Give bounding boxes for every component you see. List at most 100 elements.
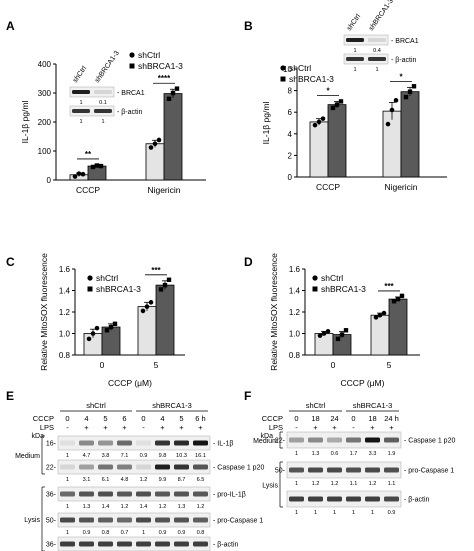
lps-value: + [84, 423, 89, 432]
blot-band [60, 440, 75, 446]
blot-row-label: - β-actin [404, 497, 430, 504]
blot-band [79, 491, 94, 497]
panel-label: E [6, 389, 14, 403]
section-label: Lysis [24, 517, 40, 524]
band-quant-value: 16.1 [195, 453, 206, 459]
cccp-value: 6 h [195, 414, 205, 423]
data-point [407, 89, 413, 94]
panel-B: B 0 2 4 6 8 10 IL-1β pg/ml CCCP * Nigericin * shCtrl… [244, 0, 447, 192]
y-tick-label: 0 [47, 176, 52, 185]
data-point [72, 174, 78, 179]
blot-band [346, 437, 361, 443]
blot-band [174, 440, 189, 446]
blot-band [155, 517, 170, 523]
blot-band [174, 541, 189, 547]
data-point [158, 287, 164, 292]
band-quant-value: 1.2 [140, 477, 148, 483]
blot-band [308, 496, 323, 502]
blot-strip [57, 486, 211, 502]
inset-blot-strip [69, 105, 115, 117]
blot-row-label: - pro-Caspase 1 [213, 518, 263, 525]
lps-value: - [295, 423, 298, 432]
band-quant-value: 1.3 [312, 451, 320, 457]
band-quant-value: 1 [352, 510, 355, 516]
y-tick-label: 4 [288, 130, 293, 139]
blot-band [79, 517, 94, 523]
group-header: shBRCA1-3 [353, 401, 393, 410]
inset-band [72, 90, 90, 94]
blot-band [174, 517, 189, 523]
inset-band-value: 0.4 [373, 48, 381, 54]
bar-shbrca1 [155, 284, 175, 356]
blot-band [327, 467, 342, 473]
band-quant-value: 4.7 [83, 453, 91, 459]
blot-band [384, 437, 399, 443]
legend-marker-square [87, 286, 93, 292]
data-point [325, 329, 331, 334]
data-point [94, 163, 100, 168]
kda-marker: 36- [46, 492, 57, 499]
band-quant-value: 1.9 [388, 451, 396, 457]
inset-band [346, 38, 364, 42]
lps-value: - [142, 423, 145, 432]
band-quant-value: 1.2 [121, 504, 129, 510]
x-tick-label: 0 [331, 360, 336, 370]
band-quant-value: 1.2 [369, 481, 377, 487]
bar-shbrca1 [87, 165, 107, 181]
inset-band [368, 57, 386, 61]
blot-band [155, 440, 170, 446]
data-point [393, 98, 399, 103]
y-tick-label: 400 [38, 60, 52, 69]
data-point [174, 86, 180, 91]
band-quant-value: 0.9 [388, 510, 396, 516]
group-header: shBRCA1-3 [152, 401, 192, 410]
bar-shctrl [137, 306, 157, 356]
band-quant-value: 7.1 [121, 453, 129, 459]
data-point [76, 171, 82, 176]
y-tick-label: 1.4 [289, 287, 301, 296]
data-point [395, 296, 401, 302]
data-point [312, 122, 318, 128]
y-tick-label: 200 [38, 118, 52, 127]
x-tick-label: Nigericin [384, 182, 417, 192]
lps-value: - [352, 423, 355, 432]
band-quant-value: 1 [142, 530, 145, 536]
data-point [316, 119, 322, 125]
blot-band [79, 440, 94, 446]
data-point [144, 304, 150, 309]
band-quant-value: 1.2 [312, 481, 320, 487]
blot-band [155, 464, 170, 470]
legend-entry: shBRCA1-3 [96, 284, 141, 294]
cccp-value: 0 [141, 414, 145, 423]
significance-mark: **** [158, 74, 171, 83]
band-quant-value: 1 [66, 453, 69, 459]
y-axis-label: Relative MitoSOX fluorescence [39, 253, 49, 371]
band-quant-value: 1.3 [83, 504, 91, 510]
band-quant-value: 3.1 [83, 477, 91, 483]
inset-band-value: 1 [101, 119, 104, 125]
legend-marker-circle [87, 275, 93, 281]
lps-value: - [66, 423, 69, 432]
inset-band-value: 1 [79, 100, 82, 106]
inset-band-value: 1 [375, 67, 378, 73]
inset-lane-label: shCtrl [72, 65, 88, 84]
blot-band [79, 464, 94, 470]
lps-value: + [160, 423, 165, 432]
inset-band [368, 38, 386, 42]
legend-marker-square [280, 76, 286, 82]
cccp-value: 24 [330, 414, 338, 423]
legend-entry: shCtrl [96, 273, 118, 283]
blot-band [327, 437, 342, 443]
blot-band [155, 541, 170, 547]
blot-band [136, 440, 151, 446]
group-header: shCtrl [306, 401, 326, 410]
x-tick-label: Nigericin [147, 185, 180, 195]
blot-strip [57, 512, 211, 528]
data-point [140, 308, 146, 314]
blot-strip [286, 461, 402, 479]
data-point [399, 293, 405, 299]
panel-A: A 0 100 200 300 400 IL-1β pg/ml CCCP ** Nigericin… [6, 19, 206, 195]
cccp-value: 0 [351, 414, 355, 423]
blot-band [384, 496, 399, 502]
